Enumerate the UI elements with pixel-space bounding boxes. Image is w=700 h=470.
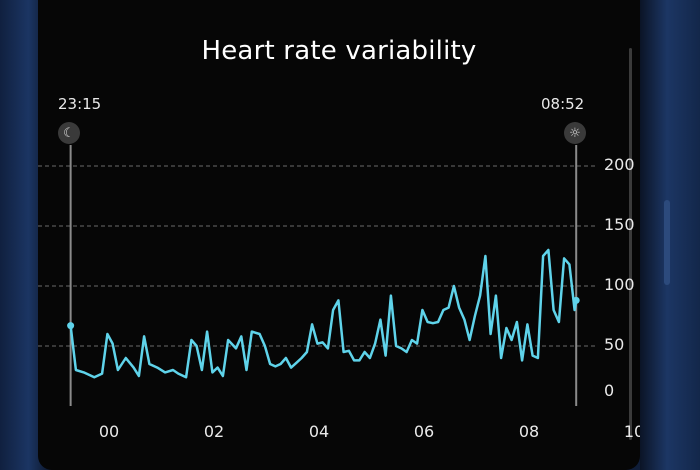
hrv-chart: 200 150 100 50 0 00 02 04 06 08 10 [38, 145, 640, 441]
y-tick-label: 200 [604, 155, 635, 174]
y-tick-label: 100 [604, 275, 635, 294]
hrv-series-line [69, 248, 578, 379]
phone-screen: Heart rate variability 23:15 08:52 ☾ ☼ 2… [38, 0, 640, 470]
phone-side-button [664, 200, 670, 285]
x-tick-label: 00 [99, 422, 119, 441]
scrollbar[interactable] [629, 48, 632, 440]
y-tick-label: 150 [604, 215, 635, 234]
chart-title: Heart rate variability [201, 36, 477, 66]
sun-icon: ☼ [564, 122, 586, 144]
x-tick-label: 02 [204, 422, 224, 441]
end-time-label: 08:52 [541, 95, 585, 113]
moon-icon: ☾ [58, 122, 80, 144]
end-point [572, 296, 580, 304]
x-tick-label: 08 [519, 422, 539, 441]
start-point [67, 322, 75, 330]
x-tick-label: 06 [414, 422, 434, 441]
y-tick-label: 0 [604, 381, 614, 400]
x-tick-label: 04 [309, 422, 329, 441]
start-time-label: 23:15 [58, 95, 102, 113]
x-tick-label: 10 [624, 422, 640, 441]
phone-frame-right [640, 0, 700, 470]
y-tick-label: 50 [604, 335, 624, 354]
